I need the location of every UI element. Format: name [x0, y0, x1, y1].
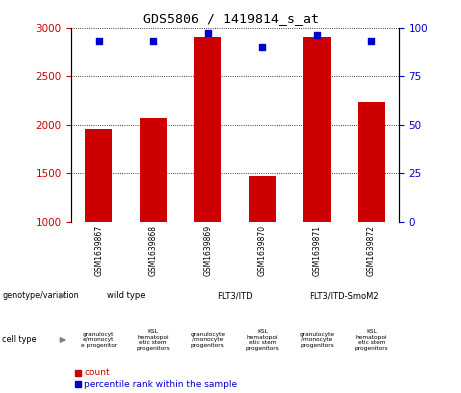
Bar — [140, 118, 167, 319]
Bar — [303, 37, 331, 319]
Text: granulocyte
/monocyte
progenitors: granulocyte /monocyte progenitors — [190, 332, 225, 348]
Point — [95, 38, 102, 44]
Point — [204, 30, 212, 37]
Text: genotype/variation: genotype/variation — [2, 291, 79, 300]
Text: percentile rank within the sample: percentile rank within the sample — [84, 380, 237, 389]
Text: KSL
hematopoi
etic stem
progenitors: KSL hematopoi etic stem progenitors — [246, 329, 279, 351]
Text: GSM1639868: GSM1639868 — [149, 225, 158, 276]
Text: granulocyte
/monocyte
progenitors: granulocyte /monocyte progenitors — [299, 332, 335, 348]
Text: FLT3/ITD: FLT3/ITD — [217, 291, 253, 300]
Bar — [85, 129, 112, 319]
Point — [313, 32, 321, 39]
Text: KSL
hematopoi
etic stem
progenitors: KSL hematopoi etic stem progenitors — [355, 329, 388, 351]
Text: GSM1639871: GSM1639871 — [313, 225, 321, 276]
Text: GDS5806 / 1419814_s_at: GDS5806 / 1419814_s_at — [142, 12, 319, 25]
Text: FLT3/ITD-SmoM2: FLT3/ITD-SmoM2 — [309, 291, 379, 300]
Bar — [249, 176, 276, 319]
Point — [149, 38, 157, 44]
Text: GSM1639870: GSM1639870 — [258, 225, 267, 276]
Text: KSL
hematopoi
etic stem
progenitors: KSL hematopoi etic stem progenitors — [136, 329, 170, 351]
Text: count: count — [84, 368, 110, 377]
Point — [368, 38, 375, 44]
Text: granulocyt
e/monocyt
e progenitor: granulocyt e/monocyt e progenitor — [81, 332, 117, 348]
Point — [259, 44, 266, 50]
Text: GSM1639872: GSM1639872 — [367, 225, 376, 276]
Text: wild type: wild type — [107, 291, 145, 300]
Text: GSM1639867: GSM1639867 — [94, 225, 103, 276]
Bar — [358, 103, 385, 319]
Bar — [194, 37, 221, 319]
Text: cell type: cell type — [2, 336, 37, 344]
Text: GSM1639869: GSM1639869 — [203, 225, 213, 276]
